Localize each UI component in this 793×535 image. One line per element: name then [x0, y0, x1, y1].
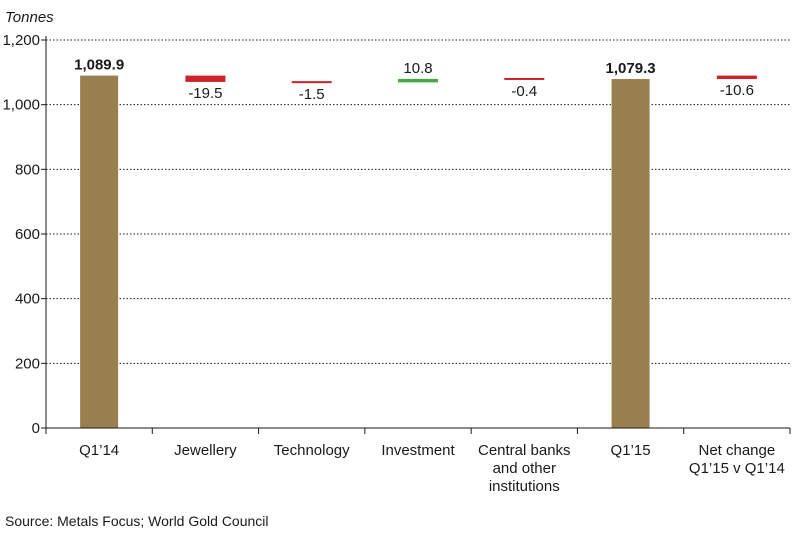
data-label: -1.5 [299, 86, 325, 103]
x-category-label: Q1’15 [611, 442, 651, 459]
data-label: 10.8 [403, 60, 432, 77]
y-tick-label: 200 [15, 355, 40, 372]
gridlines [46, 39, 790, 364]
axes [41, 36, 791, 434]
bar-delta [185, 75, 226, 82]
y-tick-label: 0 [32, 420, 40, 437]
x-category-label: Central banks [478, 442, 571, 459]
data-label: 1,079.3 [606, 60, 656, 77]
x-category-label: Investment [381, 442, 455, 459]
x-category-label: institutions [489, 478, 560, 495]
y-tick-label: 1,000 [2, 97, 40, 114]
y-tick-label: 600 [15, 226, 40, 243]
bar-delta [716, 75, 757, 80]
x-category-label: Technology [274, 442, 350, 459]
x-category-label: Q1’15 v Q1’14 [689, 460, 785, 477]
y-tick-label: 400 [15, 291, 40, 308]
source-note: Source: Metals Focus; World Gold Council [5, 513, 269, 529]
x-category-label: Net change [698, 442, 775, 459]
labels: 0 200 400 600 800 1,000 1,200 1,089.9 Q1’14 -19.5… [2, 32, 784, 495]
y-tick-label: 1,200 [2, 32, 40, 49]
y-axis-label: Tonnes [5, 9, 54, 26]
x-category-label: Q1’14 [79, 442, 119, 459]
data-label: -10.6 [720, 82, 754, 99]
x-category-label: Jewellery [174, 442, 237, 459]
data-label: -0.4 [511, 83, 537, 100]
data-label: 1,089.9 [74, 57, 124, 74]
bar-total [80, 75, 119, 428]
bars [80, 75, 757, 428]
bar-delta [291, 81, 332, 84]
y-tick-label: 800 [15, 161, 40, 178]
data-label: -19.5 [188, 85, 222, 102]
bar-delta [398, 78, 438, 83]
x-category-label: and other [493, 460, 556, 477]
bar-total [611, 79, 650, 428]
bar-delta [504, 77, 545, 80]
